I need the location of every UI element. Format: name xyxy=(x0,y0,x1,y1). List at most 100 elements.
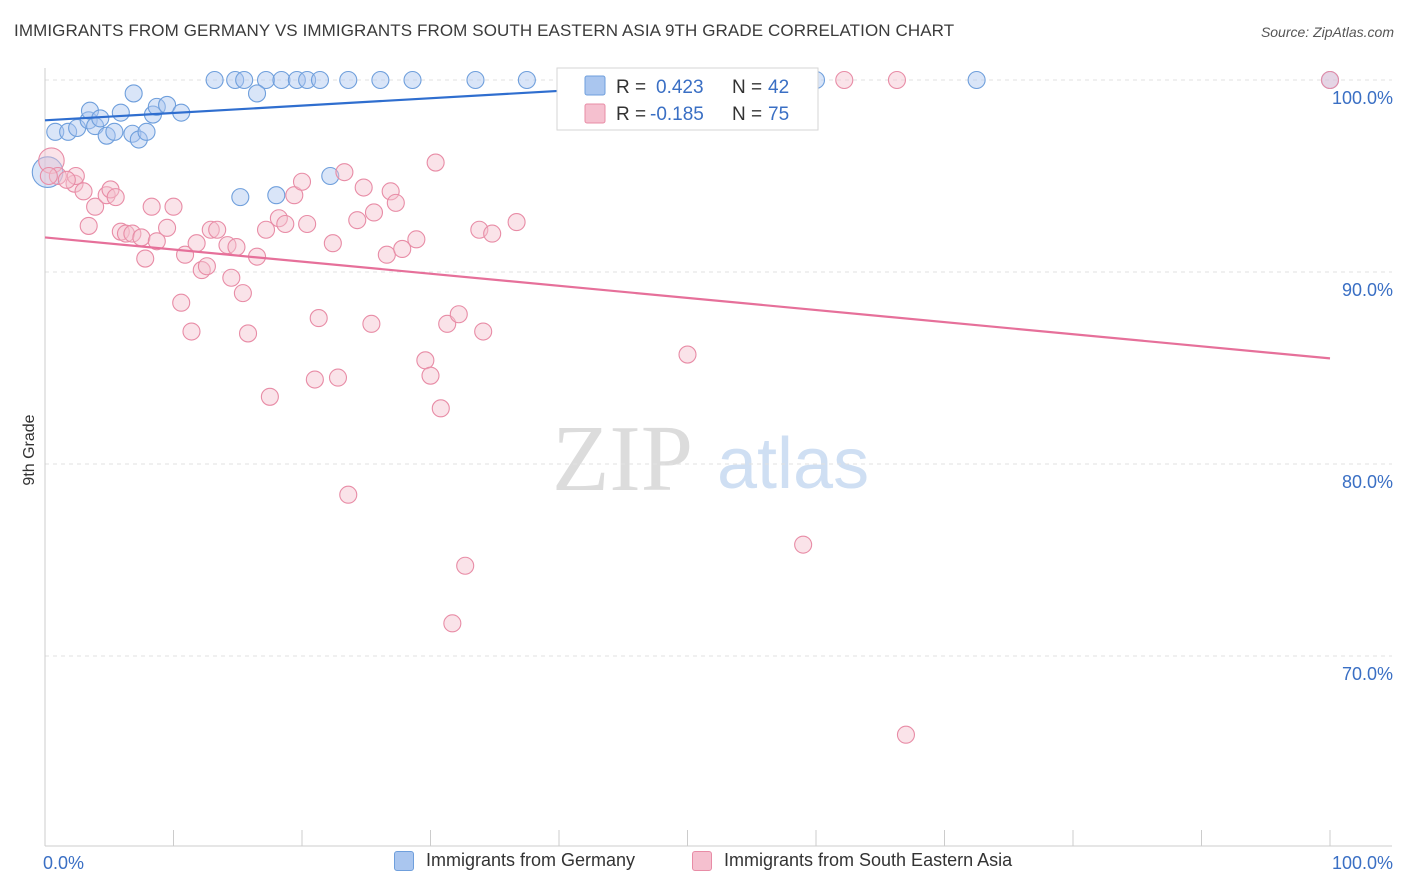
point-pink-48 xyxy=(364,203,384,222)
stats-n-value-germany: 42 xyxy=(768,77,789,98)
legend-swatch-se-asia xyxy=(692,850,712,871)
point-pink-65 xyxy=(483,224,502,243)
point-pink-40 xyxy=(305,370,324,389)
point-pink-12 xyxy=(123,224,142,243)
legend-swatch-germany xyxy=(394,850,414,871)
watermark-zip: ZIP xyxy=(552,407,693,511)
point-blue-19 xyxy=(231,188,250,207)
point-pink-72 xyxy=(1320,70,1340,90)
point-blue-25 xyxy=(256,70,276,90)
gridlines xyxy=(45,79,1392,657)
point-pink-45 xyxy=(339,485,358,504)
point-pink-24 xyxy=(197,257,216,276)
point-pink-6 xyxy=(86,197,105,216)
axes xyxy=(44,68,1392,847)
point-blue-26 xyxy=(272,70,291,90)
point-pink-68 xyxy=(794,535,813,554)
legend-label-germany: Immigrants from Germany xyxy=(426,850,636,870)
stats-r-value-se-asia: -0.185 xyxy=(650,104,704,125)
stats-swatch-se-asia xyxy=(584,103,606,124)
point-pink-26 xyxy=(208,220,227,239)
point-pink-46 xyxy=(348,211,367,230)
point-pink-64 xyxy=(474,322,493,341)
point-pink-57 xyxy=(426,153,445,172)
stats-n-label-germany: N = xyxy=(732,77,762,98)
y-tick-label-2: 80.0% xyxy=(1342,472,1393,492)
point-blue-29 xyxy=(310,70,330,90)
point-pink-70 xyxy=(887,70,907,90)
point-blue-32 xyxy=(371,70,390,90)
point-pink-5 xyxy=(79,216,98,235)
point-blue-13 xyxy=(137,122,156,141)
point-blue-9 xyxy=(105,122,124,141)
point-pink-73 xyxy=(39,166,58,186)
point-pink-62 xyxy=(443,614,462,633)
point-pink-71 xyxy=(896,725,916,744)
point-pink-52 xyxy=(386,193,405,212)
point-pink-58 xyxy=(431,399,450,418)
point-pink-61 xyxy=(456,556,475,575)
point-blue-27 xyxy=(287,70,306,90)
point-pink-4 xyxy=(74,182,93,201)
point-pink-25 xyxy=(201,220,220,239)
point-pink-69 xyxy=(835,70,854,90)
stats-n-value-se-asia: 75 xyxy=(768,104,789,125)
legend-item-germany[interactable]: Immigrants from Germany xyxy=(394,850,635,871)
stats-n-label-se-asia: N = xyxy=(732,104,762,125)
stats-r-label-se-asia: R = xyxy=(616,104,646,125)
point-pink-54 xyxy=(407,230,426,249)
point-pink-53 xyxy=(393,239,412,259)
source-credit: Source: ZipAtlas.com xyxy=(1260,24,1394,40)
point-pink-55 xyxy=(416,351,435,370)
point-pink-13 xyxy=(132,228,151,247)
point-pink-15 xyxy=(142,197,161,216)
point-pink-59 xyxy=(438,314,457,333)
point-pink-36 xyxy=(276,214,295,234)
point-pink-19 xyxy=(172,293,191,312)
point-pink-31 xyxy=(238,324,258,343)
stats-r-value-germany: 0.423 xyxy=(656,77,704,98)
legend-label-se-asia: Immigrants from South Eastern Asia xyxy=(724,850,1013,870)
point-pink-3 xyxy=(66,166,85,186)
chart-title: IMMIGRANTS FROM GERMANY VS IMMIGRANTS FR… xyxy=(14,21,955,40)
point-pink-16 xyxy=(147,232,166,251)
point-pink-74 xyxy=(57,170,76,189)
y-axis-label: 9th Grade xyxy=(21,414,38,485)
point-pink-11 xyxy=(116,224,136,243)
point-pink-56 xyxy=(421,366,440,385)
point-blue-2 xyxy=(59,122,78,141)
point-pink-22 xyxy=(187,234,206,253)
point-pink-50 xyxy=(377,245,396,264)
point-pink-9 xyxy=(106,188,125,207)
x-tick-label-min: 0.0% xyxy=(43,853,84,873)
point-pink-34 xyxy=(260,387,279,406)
point-blue-12 xyxy=(129,130,148,149)
point-pink-44 xyxy=(335,163,354,182)
point-pink-21 xyxy=(182,322,201,341)
point-pink-51 xyxy=(381,182,400,201)
stats-legend: R = 0.423 N = 42 R = -0.185 N = 75 xyxy=(556,67,819,131)
stats-swatch-germany xyxy=(584,75,606,96)
point-pink-42 xyxy=(323,234,342,253)
point-blue-10 xyxy=(111,103,130,122)
y-tick-label-0: 100.0% xyxy=(1332,88,1393,108)
watermark: ZIP atlas xyxy=(552,407,869,511)
point-pink-17 xyxy=(158,218,177,237)
point-pink-37 xyxy=(285,186,304,205)
legend-item-se-asia[interactable]: Immigrants from South Eastern Asia xyxy=(692,850,1012,871)
point-blue-24 xyxy=(235,70,254,90)
point-pink-18 xyxy=(164,197,183,216)
y-tick-label-1: 90.0% xyxy=(1342,280,1393,300)
point-blue-33 xyxy=(403,70,422,90)
point-blue-22 xyxy=(205,70,224,90)
point-pink-41 xyxy=(309,309,328,328)
point-pink-66 xyxy=(507,213,526,232)
point-pink-67 xyxy=(678,345,697,364)
point-pink-43 xyxy=(328,368,348,387)
trendline-pink xyxy=(44,236,1331,360)
point-pink-14 xyxy=(136,249,155,268)
point-pink-38 xyxy=(292,172,312,191)
point-pink-60 xyxy=(449,305,468,324)
point-blue-39 xyxy=(967,70,986,90)
